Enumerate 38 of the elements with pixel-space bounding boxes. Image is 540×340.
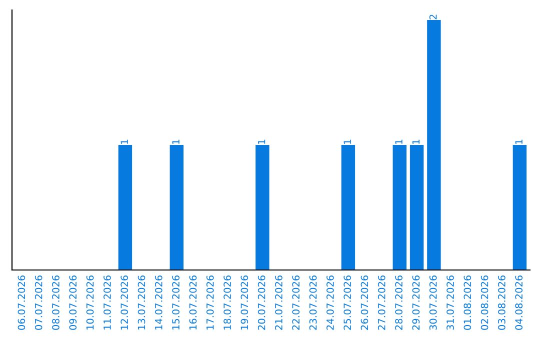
x-tick-label: 26.07.2026	[360, 275, 368, 330]
x-tick-label: 09.07.2026	[69, 275, 77, 330]
x-tick-label: 24.07.2026	[326, 275, 334, 330]
data-label: 1	[258, 140, 266, 144]
x-tick-label: 06.07.2026	[18, 275, 26, 330]
x-tick-label: 28.07.2026	[395, 275, 402, 330]
x-tick-label: 02.08.2026	[480, 275, 488, 330]
x-tick-label: 19.07.2026	[240, 275, 248, 330]
x-tick-label: 16.07.2026	[189, 275, 197, 330]
x-tick-label: 15.07.2026	[172, 275, 180, 330]
x-tick-label: 01.08.2026	[464, 275, 472, 330]
x-tick-label: 23.07.2026	[309, 275, 317, 330]
x-tick-label: 03.08.2026	[498, 275, 506, 330]
x-tick-label: 25.07.2026	[344, 275, 352, 330]
x-tick-label: 30.07.2026	[429, 275, 437, 330]
x-tick-label: 07.07.2026	[34, 275, 42, 330]
x-tick-label: 11.07.2026	[104, 275, 111, 330]
data-label: 1	[120, 140, 128, 144]
x-tick-label: 12.07.2026	[120, 275, 128, 330]
data-label: 2	[429, 14, 437, 20]
x-tick-label: 22.07.2026	[292, 275, 300, 330]
x-tick-label: 08.07.2026	[52, 275, 60, 330]
x-tick-label: 13.07.2026	[138, 275, 146, 330]
x-tick-label: 29.07.2026	[412, 275, 420, 330]
data-label: 1	[344, 140, 351, 144]
x-tick-label: 14.07.2026	[154, 275, 162, 330]
x-tick-label: 17.07.2026	[206, 275, 214, 330]
x-tick-label: 20.07.2026	[258, 275, 266, 330]
x-tick-label: 27.07.2026	[378, 275, 386, 330]
data-label: 1	[395, 140, 402, 144]
x-tick-label: 18.07.2026	[224, 275, 231, 330]
data-label: 1	[412, 140, 420, 144]
data-label: 1	[172, 140, 180, 144]
data-label: 1	[515, 140, 522, 144]
x-tick-label: 31.07.2026	[446, 275, 454, 330]
x-tick-label: 04.08.2026	[515, 275, 523, 330]
x-tick-label: 10.07.2026	[86, 275, 94, 330]
x-tick-label: 21.07.2026	[275, 275, 282, 330]
